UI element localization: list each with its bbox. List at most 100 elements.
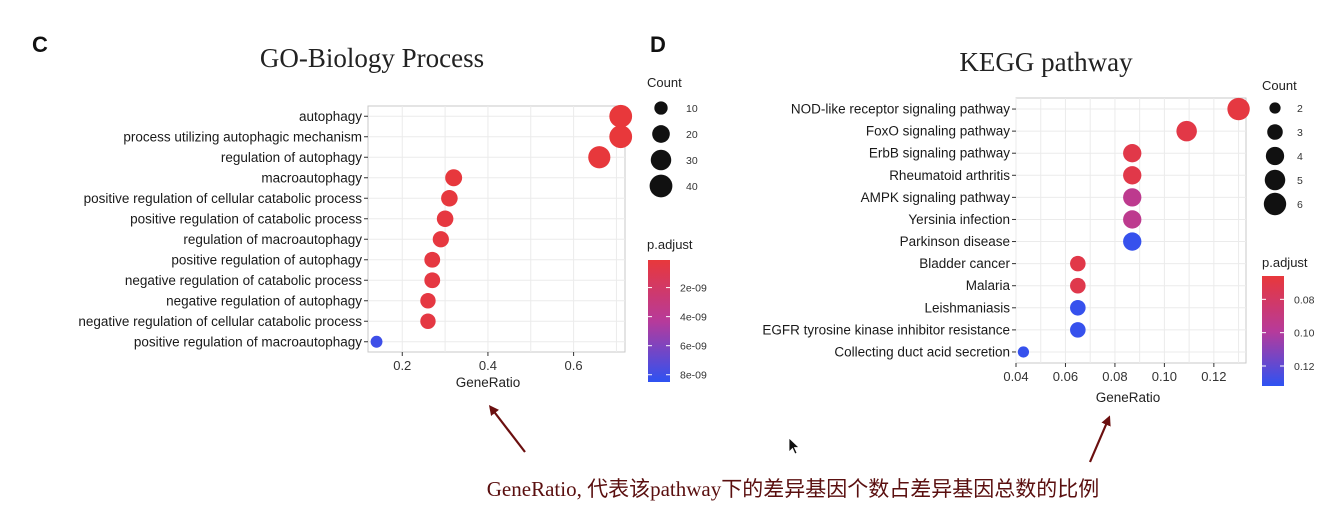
plot-area-go (367, 104, 633, 353)
data-point (420, 313, 436, 329)
count-legend-label: 30 (686, 155, 698, 167)
category-label: process utilizing autophagic mechanism (123, 129, 362, 144)
plot-panel-bg (1015, 97, 1247, 364)
x-tick-label: 0.4 (479, 358, 497, 373)
x-tick-label: 0.6 (565, 358, 583, 373)
data-point (1070, 255, 1086, 272)
count-legend-label: 20 (686, 129, 698, 141)
category-label: macroautophagy (261, 170, 362, 185)
category-label: autophagy (299, 109, 362, 124)
data-point (445, 169, 463, 187)
data-point (436, 210, 454, 228)
annotation-arrow-right (1088, 415, 1111, 463)
count-legend-dot (1265, 146, 1285, 166)
category-labels-kegg: NOD-like receptor signaling pathway FoxO … (762, 102, 1016, 359)
data-point (1123, 144, 1142, 163)
mouse-cursor-icon (788, 437, 801, 455)
panel-letter-c: C (32, 32, 48, 57)
padjust-legend-kegg: p.adjust 0.08 0.10 0.12 (1262, 255, 1315, 386)
colorbar-label: 4e-09 (680, 312, 707, 324)
colorbar-label: 0.08 (1294, 294, 1315, 306)
data-point (1227, 97, 1250, 121)
category-label: positive regulation of catabolic process (130, 211, 362, 226)
category-label: Leishmaniasis (924, 300, 1010, 315)
category-label: positive regulation of macroautophagy (134, 334, 362, 349)
category-label: ErbB signaling pathway (869, 146, 1010, 161)
count-legend-dot (654, 101, 668, 115)
count-legend-title-go: Count (647, 75, 682, 90)
plot-panel-bg (367, 105, 626, 353)
data-point (370, 335, 383, 348)
padjust-legend-title-go: p.adjust (647, 237, 693, 252)
x-tick-label: 0.2 (393, 358, 411, 373)
category-label: negative regulation of catabolic process (125, 273, 362, 288)
data-point (1123, 210, 1142, 229)
colorbar-label: 0.10 (1294, 328, 1315, 340)
x-axis-title-go: GeneRatio (456, 375, 521, 390)
x-tick-label: 0.10 (1152, 369, 1177, 384)
data-point (432, 231, 449, 248)
count-legend-go: Count 10 20 30 40 (647, 75, 698, 198)
panel-c: C GO-Biology Process autophagy process ut… (32, 32, 707, 390)
data-point (1070, 277, 1086, 294)
data-point (1123, 232, 1142, 251)
category-label: FoxO signaling pathway (866, 124, 1010, 139)
category-label: Rheumatoid arthritis (889, 168, 1010, 183)
count-legend-title-kegg: Count (1262, 78, 1297, 93)
padjust-colorbar-kegg (1262, 276, 1284, 386)
category-label: Malaria (966, 278, 1011, 293)
category-label: NOD-like receptor signaling pathway (791, 102, 1010, 117)
count-legend-label: 4 (1297, 151, 1303, 163)
data-point (1123, 188, 1142, 207)
chart-title-kegg: KEGG pathway (959, 47, 1133, 77)
colorbar-label: 6e-09 (680, 341, 707, 353)
data-point (424, 251, 441, 268)
x-tick-label: 0.12 (1201, 369, 1226, 384)
count-legend-dot (649, 174, 673, 198)
count-legend-dot (1264, 169, 1286, 191)
count-legend-dot (1267, 124, 1283, 140)
x-ticks-go: 0.2 0.4 0.6 (393, 352, 583, 373)
x-tick-label: 0.08 (1102, 369, 1127, 384)
data-point (1017, 346, 1030, 358)
category-labels-go: autophagy process utilizing autophagic me… (78, 109, 368, 349)
panel-d: D KEGG pathway NOD-like receptor signali… (650, 32, 1315, 405)
category-label: negative regulation of cellular cataboli… (78, 314, 362, 329)
category-label: positive regulation of autophagy (171, 252, 362, 267)
count-legend-dot (652, 125, 670, 143)
count-legend-label: 6 (1297, 199, 1303, 211)
category-label: negative regulation of autophagy (166, 293, 362, 308)
count-legend-label: 2 (1297, 103, 1303, 115)
count-legend-label: 3 (1297, 127, 1303, 139)
category-label: regulation of autophagy (221, 150, 362, 165)
panel-letter-d: D (650, 32, 666, 57)
colorbar-label: 8e-09 (680, 370, 707, 382)
colorbar-label: 0.12 (1294, 361, 1315, 373)
category-label: AMPK signaling pathway (861, 190, 1011, 205)
x-tick-label: 0.04 (1003, 369, 1028, 384)
padjust-colorbar-go (648, 260, 670, 382)
category-label: Collecting duct acid secretion (834, 344, 1010, 359)
count-legend-label: 5 (1297, 175, 1303, 187)
count-legend-kegg: Count 2 3 4 5 6 (1262, 78, 1303, 216)
chart-title-go: GO-Biology Process (260, 43, 484, 73)
data-point (1070, 300, 1086, 316)
plot-area-kegg (1015, 97, 1250, 364)
x-tick-label: 0.06 (1053, 369, 1078, 384)
data-point (1070, 322, 1086, 338)
category-label: Bladder cancer (919, 256, 1010, 271)
category-label: EGFR tyrosine kinase inhibitor resistanc… (762, 322, 1010, 337)
count-legend-dot (650, 149, 672, 171)
padjust-legend-go: p.adjust 2e-09 4e-09 6e-09 8e-09 (647, 237, 707, 382)
data-point (609, 125, 633, 149)
data-point (1123, 166, 1142, 185)
x-axis-title-kegg: GeneRatio (1096, 390, 1161, 405)
count-legend-dot (1269, 102, 1281, 114)
x-ticks-kegg: 0.04 0.06 0.08 0.10 0.12 (1003, 363, 1227, 384)
category-label: Parkinson disease (900, 234, 1010, 249)
count-legend-dot (1263, 192, 1287, 216)
data-point (609, 104, 633, 128)
data-point (420, 293, 436, 309)
caption-text: GeneRatio, 代表该pathway下的差异基因个数占差异基因总数的比例 (487, 477, 1099, 501)
